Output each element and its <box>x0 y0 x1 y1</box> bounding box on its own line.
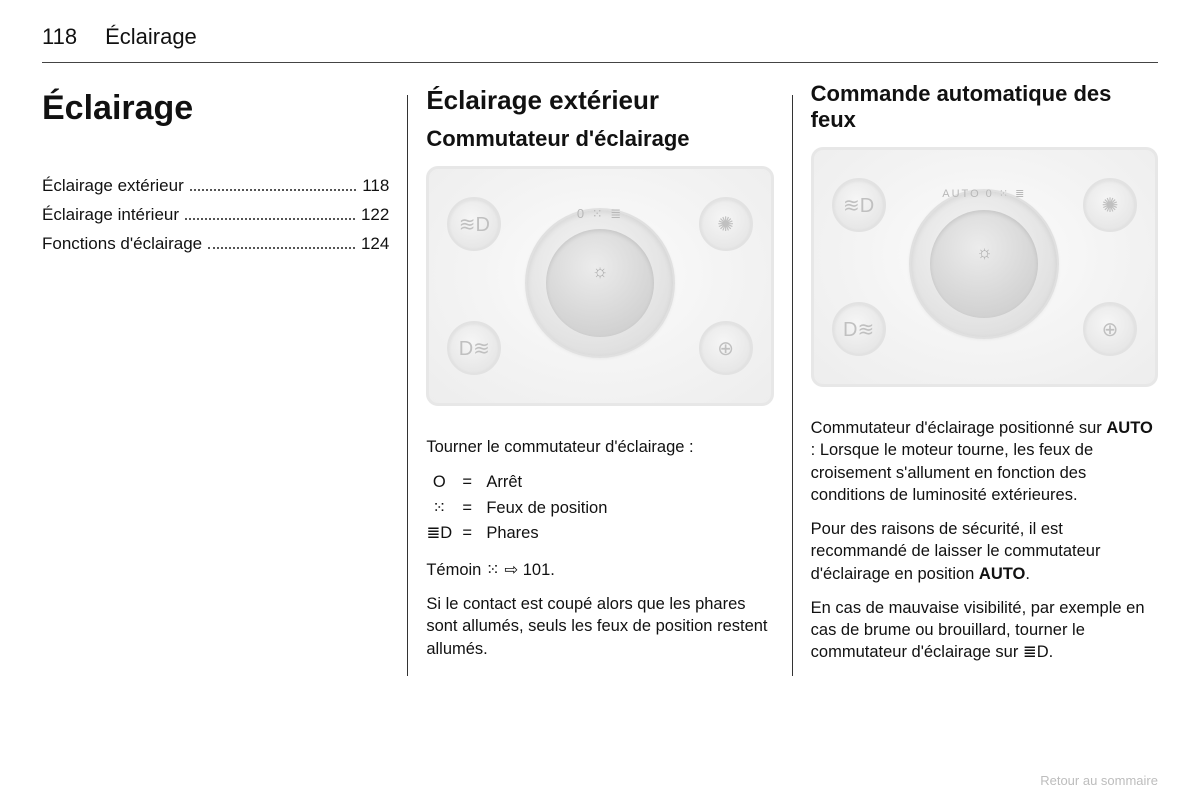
header-divider <box>42 62 1158 63</box>
instrument-light-button-icon: ✺ <box>699 197 753 251</box>
headlights-symbol-icon: ≣D <box>426 521 452 547</box>
toc-dots <box>185 205 355 220</box>
legend-row: ≣D = Phares <box>426 521 773 547</box>
equals-sign: = <box>462 496 476 522</box>
equals-sign: = <box>462 521 476 547</box>
position-lights-symbol-icon: ⁙ <box>426 496 452 522</box>
dial-scale-icon: AUTO 0 ⁙ ≣ <box>911 187 1057 200</box>
ref-page: 101. <box>518 561 555 579</box>
dial-knob: ☼ <box>930 210 1038 318</box>
legend-label: Feux de position <box>486 496 607 522</box>
legend-label: Arrêt <box>486 470 522 496</box>
rear-fog-button-icon: D≋ <box>832 302 886 356</box>
legend-row: O = Arrêt <box>426 470 773 496</box>
text-fragment: Commutateur d'éclairage positionné sur <box>811 419 1107 437</box>
front-fog-button-icon: ≋D <box>832 178 886 232</box>
off-symbol-icon: O <box>426 470 452 496</box>
section-title: Éclairage extérieur <box>426 85 773 116</box>
reference-arrow-icon: ⇨ <box>504 561 518 579</box>
light-rotary-dial: AUTO 0 ⁙ ≣ ☼ <box>909 189 1059 339</box>
text-fragment: : Lorsque le moteur tourne, les feux de … <box>811 441 1094 504</box>
dial-indicator-icon: ☼ <box>976 242 993 263</box>
toc-dots <box>190 176 356 191</box>
headlamp-level-button-icon: ⊕ <box>1083 302 1137 356</box>
bold-auto: AUTO <box>979 565 1025 583</box>
page-number: 118 <box>42 24 77 50</box>
auto-light-switch-panel: ≋D ✺ D≋ ⊕ AUTO 0 ⁙ ≣ ☼ <box>811 147 1158 387</box>
light-rotary-dial: 0 ⁙ ≣ ☼ <box>525 208 675 358</box>
dial-scale-icon: 0 ⁙ ≣ <box>527 206 673 222</box>
subsection-title: Commande automatique des feux <box>811 81 1158 133</box>
bold-auto: AUTO <box>1106 419 1152 437</box>
toc-label: Éclairage intérieur <box>42 201 179 230</box>
column-auto-light: Commande automatique des feux ≋D ✺ D≋ ⊕ … <box>793 81 1158 676</box>
toc-row: Fonctions d'éclairage 124 <box>42 230 389 259</box>
column-toc: Éclairage Éclairage extérieur 118 Éclair… <box>42 81 407 676</box>
toc-label: Fonctions d'éclairage <box>42 230 202 259</box>
column-exterior-lighting: Éclairage extérieur Commutateur d'éclair… <box>408 81 791 676</box>
toc-row: Éclairage intérieur 122 <box>42 201 389 230</box>
rear-fog-button-icon: D≋ <box>447 321 501 375</box>
light-switch-panel: ≋D ✺ D≋ ⊕ 0 ⁙ ≣ ☼ <box>426 166 773 406</box>
headlamp-level-button-icon: ⊕ <box>699 321 753 375</box>
dial-indicator-icon: ☼ <box>592 261 609 282</box>
toc-page: 118 <box>362 172 389 201</box>
footer-link[interactable]: Retour au sommaire <box>1040 773 1158 788</box>
instrument-light-button-icon: ✺ <box>1083 178 1137 232</box>
body-text: Commutateur d'éclairage positionné sur A… <box>811 417 1158 506</box>
text-fragment: . <box>1025 565 1030 583</box>
page-header-title: Éclairage <box>105 24 197 50</box>
toc-row: Éclairage extérieur 118 <box>42 172 389 201</box>
equals-sign: = <box>462 470 476 496</box>
toc-page: 124 <box>361 230 389 259</box>
front-fog-button-icon: ≋D <box>447 197 501 251</box>
body-text: En cas de mauvaise visibilité, par exemp… <box>811 597 1158 664</box>
ref-prefix: Témoin ⁙ <box>426 561 504 579</box>
subsection-title: Commutateur d'éclairage <box>426 126 773 152</box>
text-fragment: Pour des raisons de sécurité, il est rec… <box>811 520 1101 583</box>
toc-dots <box>208 233 355 248</box>
toc-page: 122 <box>361 201 389 230</box>
instruction-text: Tourner le commutateur d'éclairage : <box>426 436 773 458</box>
dial-knob: ☼ <box>546 229 654 337</box>
cross-reference: Témoin ⁙ ⇨ 101. <box>426 559 773 581</box>
body-text: Pour des raisons de sécurité, il est rec… <box>811 518 1158 585</box>
body-text: Si le contact est coupé alors que les ph… <box>426 593 773 660</box>
chapter-title: Éclairage <box>42 89 389 128</box>
legend-row: ⁙ = Feux de position <box>426 496 773 522</box>
legend-label: Phares <box>486 521 538 547</box>
toc-label: Éclairage extérieur <box>42 172 184 201</box>
